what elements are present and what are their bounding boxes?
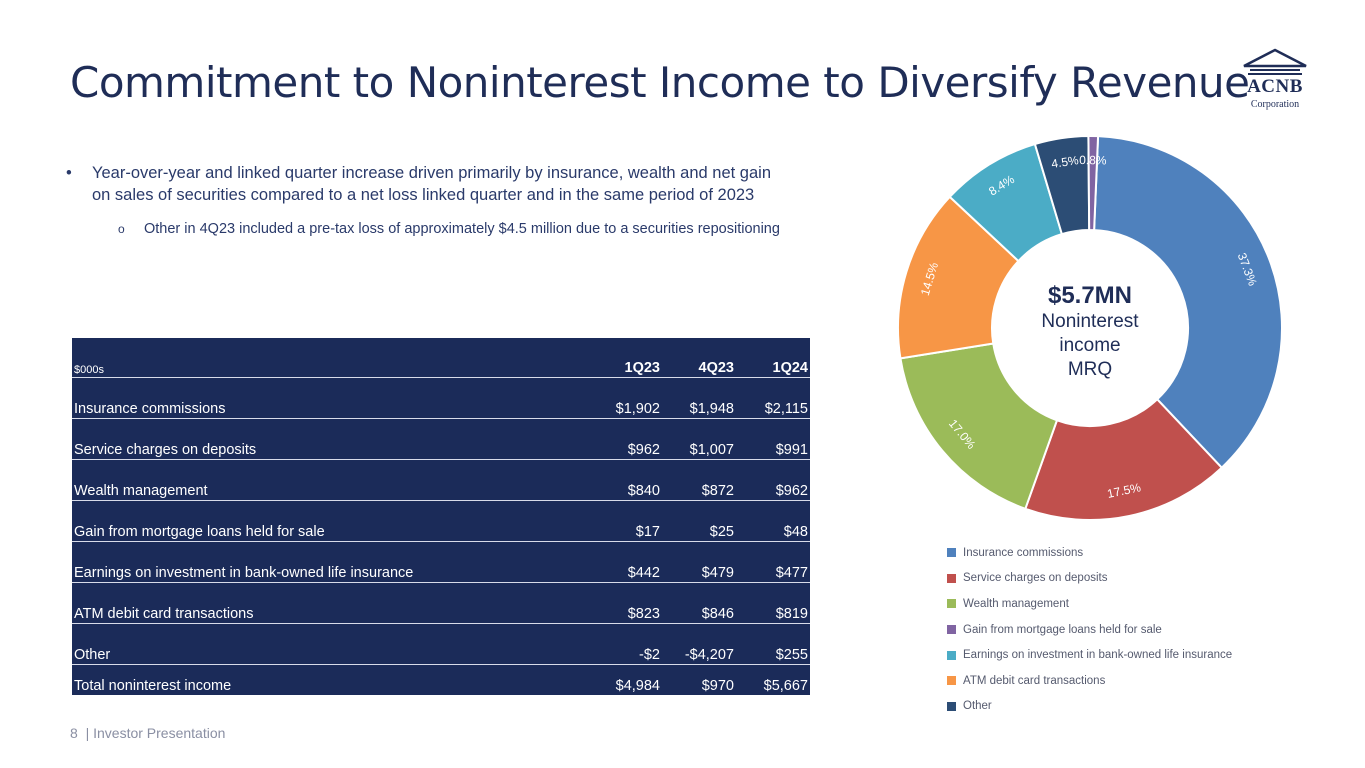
row-value: $25 [662,500,736,542]
row-label: Wealth management [72,459,588,501]
row-value: $17 [588,500,662,542]
legend-item: ATM debit card transactions [947,668,1232,694]
donut-slice [1093,135,1283,470]
bullet-dot-icon: • [66,164,72,182]
table-row: Earnings on investment in bank-owned lif… [72,541,810,583]
row-value: $4,984 [615,678,660,694]
donut-slice [897,195,1020,360]
row-label: Insurance commissions [72,377,588,419]
legend-swatch [947,625,956,635]
table-row: Gain from mortgage loans held for sale $1… [72,500,810,542]
row-value: 4Q23 [662,338,736,378]
table-row: ATM debit card transactions $823 $846 $819 [72,582,810,624]
row-value: $48 [736,500,810,542]
row-value: $1,007 [662,418,736,460]
building-icon [1243,48,1307,75]
bullet-main-text: Year-over-year and linked quarter increa… [92,164,772,204]
donut-slice [1087,135,1100,232]
footer-text: | Investor Presentation [85,725,226,741]
donut-slice [1024,397,1224,521]
legend-item: Insurance commissions [947,540,1232,566]
legend-label: Earnings on investment in bank-owned lif… [963,649,1233,662]
chart-legend: Insurance commissions Service charges on … [947,540,1232,719]
row-label: Gain from mortgage loans held for sale [72,500,588,542]
row-value: $1,948 [662,377,736,419]
slice-data-label: 4.5% [1050,153,1079,171]
table-header-row: $000s 1Q23 4Q23 1Q24 [72,338,810,378]
row-value: $477 [736,541,810,583]
donut-slice [899,342,1059,511]
legend-label: ATM debit card transactions [963,674,1106,687]
table-row: Service charges on deposits $962 $1,007 $99… [72,418,810,460]
legend-swatch [947,676,956,686]
table-total-row: Total noninterest income $4,984 $970 $5,667 [72,665,810,696]
legend-swatch [947,701,956,711]
donut-center-label: $5.7MN Noninterest income MRQ [990,282,1190,382]
row-label: Service charges on deposits [72,418,588,460]
center-line3: MRQ [1067,359,1113,380]
legend-label: Service charges on deposits [963,572,1108,585]
legend-item: Earnings on investment in bank-owned lif… [947,642,1232,668]
center-line2: income [1059,335,1121,356]
row-value: $479 [662,541,736,583]
row-value: -$4,207 [662,623,736,665]
legend-swatch [947,573,956,583]
table-row: Wealth management $840 $872 $962 [72,459,810,501]
row-value: 1Q24 [736,338,810,378]
legend-item: Service charges on deposits [947,566,1232,592]
legend-swatch [947,548,956,558]
page-number: 8 [70,725,78,741]
center-line1: Noninterest [1041,311,1139,332]
row-value: 1Q23 [588,338,662,378]
legend-item: Other [947,694,1232,720]
row-value: $970 [701,678,734,694]
row-label: Total noninterest income [74,678,232,694]
row-value: $442 [588,541,662,583]
bullet-sub-text: Other in 4Q23 included a pre-tax loss of… [144,221,780,237]
noninterest-income-donut-chart: 37.3%17.5%17.0%14.5%8.4%4.5% 0.8% [897,134,1283,521]
row-value: $255 [736,623,810,665]
bullet-circle-icon: o [118,222,125,236]
row-value: $872 [662,459,736,501]
row-value: $1,902 [588,377,662,419]
logo-subtitle: Corporation [1250,99,1300,110]
logo-name: ACNB [1247,76,1303,97]
row-value: $840 [588,459,662,501]
row-label: Other [72,623,588,665]
center-amount: $5.7MN [1047,282,1133,309]
legend-label: Other [963,700,992,713]
legend-swatch [947,650,956,660]
bullet-main: • Year-over-year and linked quarter incr… [66,162,786,206]
table-row: Insurance commissions $1,902 $1,948 $2,115 [72,377,810,419]
legend-item: Gain from mortgage loans held for sale [947,617,1232,643]
row-value: $2,115 [736,377,810,419]
legend-label: Gain from mortgage loans held for sale [963,623,1162,636]
legend-swatch [947,599,956,609]
row-value: -$2 [588,623,662,665]
legend-label: Insurance commissions [963,546,1084,559]
footer: 8 | Investor Presentation [70,725,225,741]
legend-item: Wealth management [947,591,1232,617]
page-title: Commitment to Noninterest Income to Dive… [70,58,1250,107]
company-logo: ACNB Corporation [1240,48,1310,120]
table-row: Other -$2 -$4,207 $255 [72,623,810,665]
row-value: $962 [736,459,810,501]
row-value: $846 [662,582,736,624]
legend-label: Wealth management [963,597,1069,610]
row-value: $823 [588,582,662,624]
row-label: ATM debit card transactions [72,582,588,624]
row-value: $962 [588,418,662,460]
row-label: $000s [72,338,588,378]
slice-data-label: 17.5% [1106,480,1142,501]
row-value: $819 [736,582,810,624]
row-value: $5,667 [763,678,808,694]
slice-data-label: 0.8% [1079,153,1107,167]
noninterest-income-table: $000s 1Q23 4Q23 1Q24 Insurance commissions $1… [72,338,810,695]
row-label: Earnings on investment in bank-owned lif… [72,541,588,583]
bullet-sub: o Other in 4Q23 included a pre-tax loss … [66,220,784,239]
row-value: $991 [736,418,810,460]
bullet-list: • Year-over-year and linked quarter incr… [66,162,786,239]
